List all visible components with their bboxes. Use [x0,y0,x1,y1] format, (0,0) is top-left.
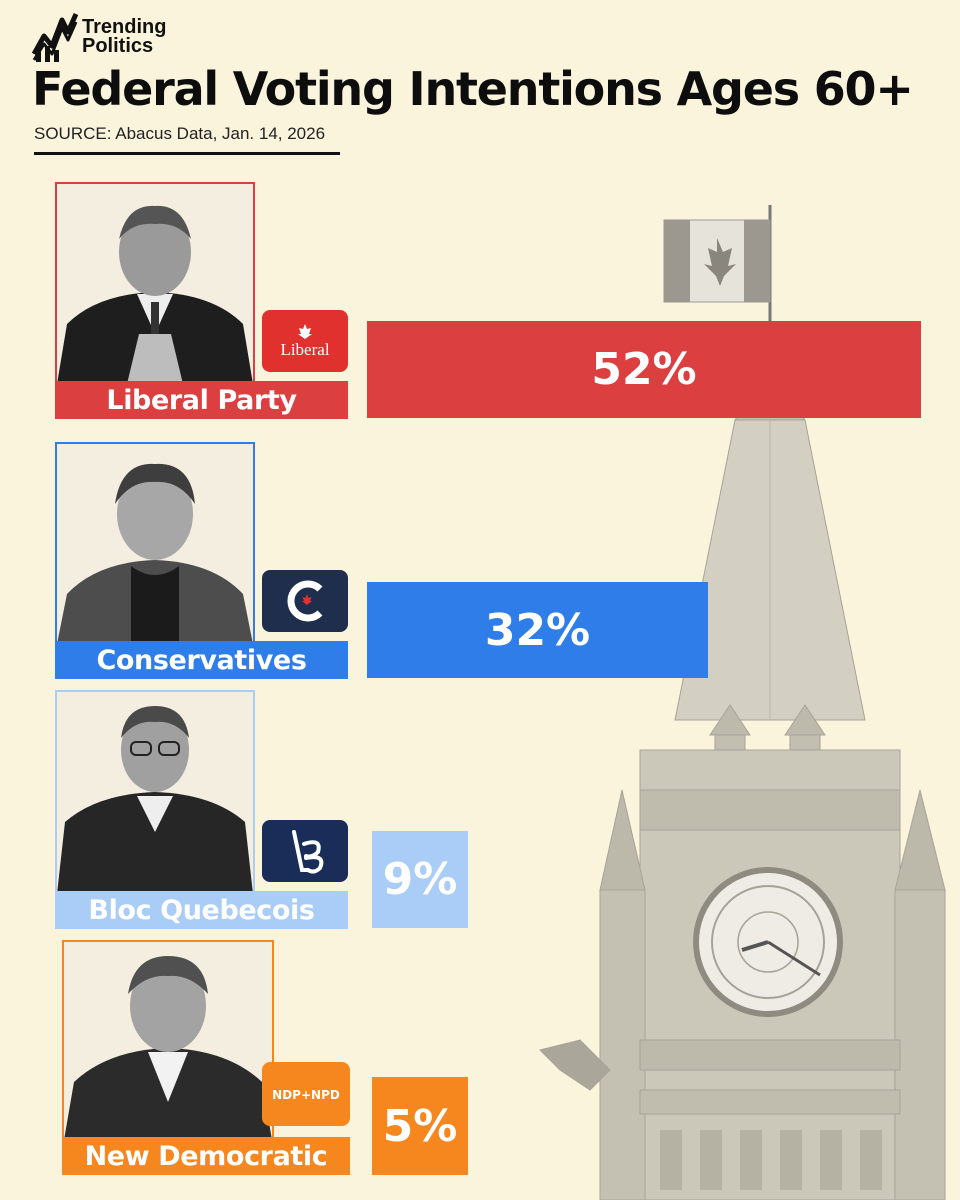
page-title: Federal Voting Intentions Ages 60+ [32,62,914,116]
liberal-logo-box: Liberal [262,310,348,372]
brand-name: Trending Politics [82,16,167,57]
party-label-liberal: Liberal Party [55,381,348,419]
value-bar-4: 5% [372,1077,468,1175]
trending-politics-logo-icon [32,12,78,62]
party-label-conservatives: Conservatives [55,641,348,679]
bloc-leader-photo [55,690,255,894]
source-note: SOURCE: Abacus Data, Jan. 14, 2026 [34,124,326,143]
value-label-2: 32% [484,604,591,656]
value-label-4: 5% [382,1100,458,1152]
brand-name-line1: Trending [82,16,167,38]
liberal-leader-photo [55,182,255,384]
ndp-logo-box: NDP+NPD [262,1062,350,1126]
title-divider [34,152,340,155]
ndp-logo-text: NDP+NPD [272,1088,340,1102]
party-label-ndp: New Democratic [62,1137,350,1175]
value-bar-3: 9% [372,831,468,928]
value-label-1: 52% [591,344,697,395]
value-bar-2: 32% [367,582,708,678]
liberal-logo-icon: Liberal [280,324,330,359]
brand-name-line2: Politics [82,35,154,57]
bloc-logo-icon [292,830,324,874]
ndp-leader-photo [62,940,274,1140]
liberal-logo-text: Liberal [280,340,329,359]
peace-tower-illustration [539,205,946,1200]
bloc-logo-box [262,820,348,882]
conservative-logo-box [262,570,348,632]
party-label-bloc: Bloc Quebecois [55,891,348,929]
conservative-leader-photo [55,442,255,644]
brand: Trending Politics [32,12,166,62]
ndp-logo-icon: NDP+NPD [272,1088,340,1102]
value-bar-1: 52% [367,321,921,418]
conservative-logo-icon [287,580,323,622]
value-label-3: 9% [382,854,458,905]
